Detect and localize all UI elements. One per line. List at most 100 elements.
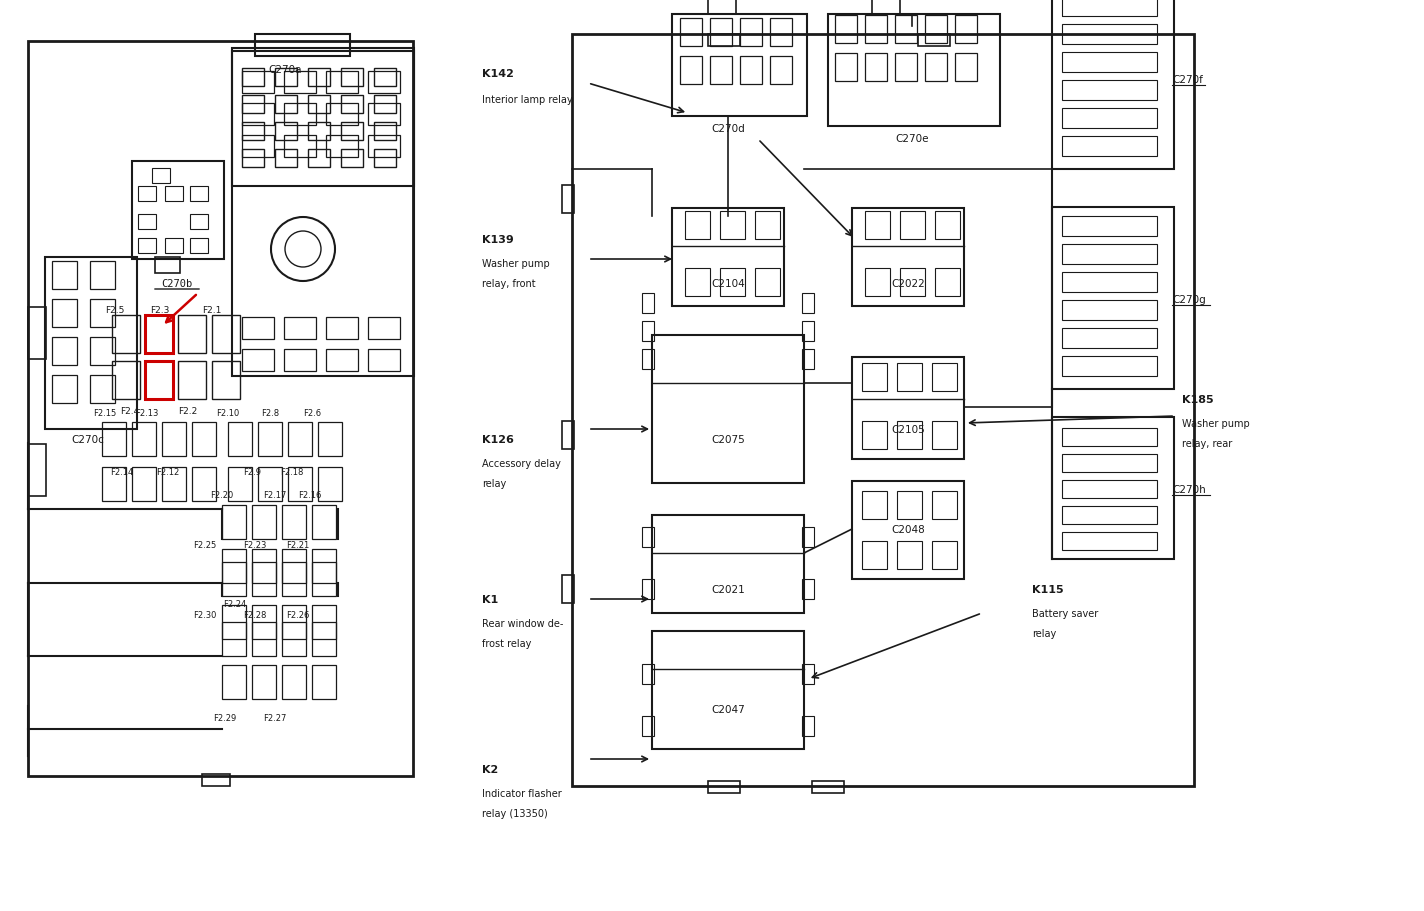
Text: Battery saver: Battery saver bbox=[1032, 609, 1098, 619]
Text: Washer pump: Washer pump bbox=[481, 259, 550, 269]
Text: F2.3: F2.3 bbox=[151, 306, 169, 314]
Bar bbox=[326, 318, 357, 340]
Bar bbox=[367, 72, 400, 94]
Bar bbox=[232, 49, 414, 376]
Text: F2.20: F2.20 bbox=[211, 490, 234, 499]
Bar bbox=[642, 350, 654, 370]
Bar bbox=[834, 54, 857, 82]
Text: K142: K142 bbox=[481, 69, 514, 79]
Bar bbox=[862, 491, 887, 519]
Text: K126: K126 bbox=[481, 435, 514, 445]
Text: C270c: C270c bbox=[71, 435, 104, 445]
Bar bbox=[138, 187, 157, 201]
Bar bbox=[755, 211, 780, 240]
Bar bbox=[308, 149, 330, 168]
Text: F2.4: F2.4 bbox=[121, 406, 140, 415]
Bar bbox=[189, 187, 208, 201]
Bar bbox=[312, 622, 336, 656]
Bar bbox=[721, 269, 745, 297]
Bar bbox=[1062, 109, 1156, 128]
Bar bbox=[708, 35, 740, 47]
Bar bbox=[189, 239, 208, 254]
Bar bbox=[812, 781, 844, 793]
Bar bbox=[145, 315, 172, 353]
Bar bbox=[340, 96, 363, 114]
Text: F2.6: F2.6 bbox=[303, 408, 320, 417]
Text: F2.30: F2.30 bbox=[194, 610, 216, 619]
Bar bbox=[242, 149, 263, 168]
Bar bbox=[897, 491, 921, 519]
Bar bbox=[283, 350, 316, 372]
Bar bbox=[28, 445, 46, 496]
Bar bbox=[162, 467, 187, 501]
Bar bbox=[275, 96, 298, 114]
Bar bbox=[931, 422, 957, 449]
Bar bbox=[827, 15, 1000, 127]
Bar bbox=[708, 0, 736, 15]
Bar bbox=[936, 211, 960, 240]
Text: K115: K115 bbox=[1032, 584, 1064, 594]
Text: relay, rear: relay, rear bbox=[1182, 438, 1232, 448]
Bar bbox=[897, 541, 921, 569]
Bar bbox=[178, 315, 206, 353]
Bar bbox=[242, 318, 273, 340]
Bar bbox=[562, 422, 574, 449]
Bar bbox=[642, 664, 654, 684]
Bar bbox=[318, 423, 342, 456]
Text: F2.27: F2.27 bbox=[263, 713, 286, 722]
Text: C270a: C270a bbox=[268, 65, 302, 75]
Bar bbox=[46, 258, 137, 429]
Bar bbox=[900, 269, 926, 297]
Bar bbox=[681, 19, 702, 47]
Bar bbox=[864, 54, 887, 82]
Text: C270g: C270g bbox=[1172, 294, 1206, 304]
Bar bbox=[931, 491, 957, 519]
Bar bbox=[562, 576, 574, 603]
Bar bbox=[1062, 137, 1156, 157]
Bar bbox=[28, 308, 46, 360]
Bar bbox=[145, 362, 172, 400]
Text: Accessory delay: Accessory delay bbox=[481, 458, 561, 468]
Bar bbox=[755, 269, 780, 297]
Bar bbox=[252, 562, 276, 597]
Bar bbox=[275, 149, 298, 168]
Text: F2.29: F2.29 bbox=[214, 713, 236, 722]
Bar bbox=[258, 467, 282, 501]
Text: F2.10: F2.10 bbox=[216, 408, 239, 417]
Text: frost relay: frost relay bbox=[481, 639, 531, 649]
Bar bbox=[956, 16, 977, 44]
Bar bbox=[852, 482, 964, 579]
Bar bbox=[165, 239, 184, 254]
Text: F2.14: F2.14 bbox=[111, 467, 134, 476]
Bar bbox=[672, 15, 807, 117]
Text: C2022: C2022 bbox=[891, 279, 924, 289]
Bar bbox=[897, 363, 921, 392]
Bar bbox=[282, 665, 306, 700]
Bar bbox=[165, 187, 184, 201]
Text: F2.1: F2.1 bbox=[202, 306, 222, 314]
Bar bbox=[740, 19, 762, 47]
Bar bbox=[340, 123, 363, 141]
Bar bbox=[931, 541, 957, 569]
Bar bbox=[103, 467, 125, 501]
Text: F2.16: F2.16 bbox=[298, 490, 322, 499]
Bar bbox=[228, 467, 252, 501]
Bar bbox=[138, 215, 157, 230]
Bar bbox=[652, 335, 805, 484]
Text: C2075: C2075 bbox=[711, 435, 745, 445]
Bar bbox=[862, 422, 887, 449]
Text: F2.23: F2.23 bbox=[244, 540, 266, 549]
Bar bbox=[312, 549, 336, 583]
Bar bbox=[864, 269, 890, 297]
Bar bbox=[642, 293, 654, 313]
Bar bbox=[367, 350, 400, 372]
Bar bbox=[1062, 0, 1156, 17]
Text: Washer pump: Washer pump bbox=[1182, 418, 1250, 428]
Bar bbox=[312, 506, 336, 539]
Bar bbox=[222, 622, 246, 656]
Bar bbox=[1052, 417, 1173, 559]
Bar bbox=[1062, 81, 1156, 101]
Bar bbox=[232, 52, 414, 187]
Text: C2105: C2105 bbox=[891, 425, 924, 435]
Bar bbox=[326, 350, 357, 372]
